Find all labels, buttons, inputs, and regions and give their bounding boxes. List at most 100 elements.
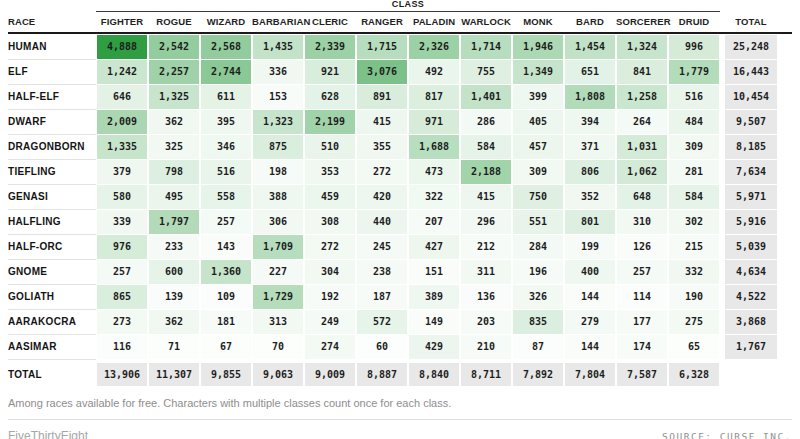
credits-bar: FiveThirtyEight SOURCE: CURSE INC. (8, 429, 792, 439)
value-cell: 516 (668, 84, 720, 110)
value-cell: 60 (356, 334, 408, 360)
footer-divider (8, 419, 792, 420)
value-cell: 429 (408, 334, 460, 360)
table-row: HALF-ELF6461,3256111536288918171,4013991… (8, 84, 792, 109)
race-label: DWARF (8, 109, 96, 135)
row-total-cell: 8,185 (724, 134, 778, 160)
value-cell: 572 (356, 309, 408, 335)
value-cell: 322 (408, 184, 460, 210)
value-cell: 187 (356, 284, 408, 310)
row-total-cell: 9,507 (724, 109, 778, 135)
value-cell: 2,009 (96, 109, 148, 135)
table-row: AARAKOCRA2733621813132495721492038352791… (8, 309, 792, 334)
value-cell: 151 (408, 259, 460, 285)
column-header: DRUID (668, 12, 720, 32)
value-cell: 580 (96, 184, 148, 210)
column-total-cell: 9,009 (304, 362, 356, 387)
value-cell: 3,076 (356, 59, 408, 85)
value-cell: 233 (148, 234, 200, 260)
value-cell: 584 (668, 184, 720, 210)
value-cell: 841 (616, 59, 668, 85)
value-cell: 600 (148, 259, 200, 285)
value-cell: 70 (252, 334, 304, 360)
value-cell: 264 (616, 109, 668, 135)
value-cell: 755 (460, 59, 512, 85)
table-header-row: RACEFIGHTERROGUEWIZARDBARBARIANCLERICRAN… (8, 12, 792, 34)
value-cell: 405 (512, 109, 564, 135)
column-header: BARBARIAN (252, 12, 304, 32)
row-total-cell: 4,522 (724, 284, 778, 310)
value-cell: 273 (96, 309, 148, 335)
value-cell: 611 (200, 84, 252, 110)
race-label: ELF (8, 59, 96, 85)
value-cell: 65 (668, 334, 720, 360)
value-cell: 346 (200, 134, 252, 160)
value-cell: 798 (148, 159, 200, 185)
table-row: GENASI5804955583884594203224157503526485… (8, 184, 792, 209)
value-cell: 1,435 (252, 34, 304, 60)
value-cell: 651 (564, 59, 616, 85)
column-total-cell: 7,587 (616, 362, 668, 387)
value-cell: 510 (304, 134, 356, 160)
value-cell: 336 (252, 59, 304, 85)
value-cell: 921 (304, 59, 356, 85)
row-total-cell: 16,443 (724, 59, 778, 85)
row-header-label: RACE (8, 12, 96, 32)
column-total-cell: 8,840 (408, 362, 460, 387)
value-cell: 492 (408, 59, 460, 85)
class-group-label: CLASS (96, 0, 720, 9)
value-cell: 1,349 (512, 59, 564, 85)
value-cell: 1,062 (616, 159, 668, 185)
value-cell: 1,714 (460, 34, 512, 60)
value-cell: 87 (512, 334, 564, 360)
value-cell: 1,709 (252, 234, 304, 260)
column-header: RANGER (356, 12, 408, 32)
value-cell: 2,199 (304, 109, 356, 135)
table-row: GNOME2576001,360227304238151311196400257… (8, 259, 792, 284)
value-cell: 648 (616, 184, 668, 210)
value-cell: 326 (512, 284, 564, 310)
value-cell: 199 (564, 234, 616, 260)
value-cell: 212 (460, 234, 512, 260)
footnote: Among races available for free. Characte… (8, 396, 792, 410)
value-cell: 875 (252, 134, 304, 160)
total-column-header: TOTAL (724, 12, 778, 32)
value-cell: 996 (668, 34, 720, 60)
value-cell: 309 (668, 134, 720, 160)
value-cell: 976 (96, 234, 148, 260)
value-cell: 459 (304, 184, 356, 210)
value-cell: 257 (616, 259, 668, 285)
value-cell: 1,808 (564, 84, 616, 110)
value-cell: 415 (460, 184, 512, 210)
value-cell: 296 (460, 209, 512, 235)
value-cell: 136 (460, 284, 512, 310)
value-cell: 144 (564, 334, 616, 360)
credit-left: FiveThirtyEight (8, 429, 88, 439)
value-cell: 353 (304, 159, 356, 185)
race-label: DRAGONBORN (8, 134, 96, 160)
value-cell: 190 (668, 284, 720, 310)
race-label: GOLIATH (8, 284, 96, 310)
value-cell: 1,324 (616, 34, 668, 60)
value-cell: 286 (460, 109, 512, 135)
value-cell: 279 (564, 309, 616, 335)
value-cell: 257 (96, 259, 148, 285)
value-cell: 2,744 (200, 59, 252, 85)
table-row: ELF1,2422,2572,7443369213,0764927551,349… (8, 59, 792, 84)
table-row: DRAGONBORN1,3353253468755103551,68858445… (8, 134, 792, 159)
table-row: HALFLING3391,797257306308440207296551801… (8, 209, 792, 234)
column-total-cell: 8,711 (460, 362, 512, 387)
race-label: HUMAN (8, 34, 96, 60)
row-total-cell: 5,971 (724, 184, 778, 210)
value-cell: 1,729 (252, 284, 304, 310)
value-cell: 245 (356, 234, 408, 260)
race-label: HALF-ELF (8, 84, 96, 110)
heatmap-table-body: HUMAN4,8882,5422,5681,4352,3391,7152,326… (8, 34, 792, 359)
value-cell: 143 (200, 234, 252, 260)
column-total-cell: 6,328 (668, 362, 720, 387)
row-total-cell: 4,634 (724, 259, 778, 285)
value-cell: 1,454 (564, 34, 616, 60)
row-total-cell: 3,868 (724, 309, 778, 335)
value-cell: 865 (96, 284, 148, 310)
value-cell: 628 (304, 84, 356, 110)
